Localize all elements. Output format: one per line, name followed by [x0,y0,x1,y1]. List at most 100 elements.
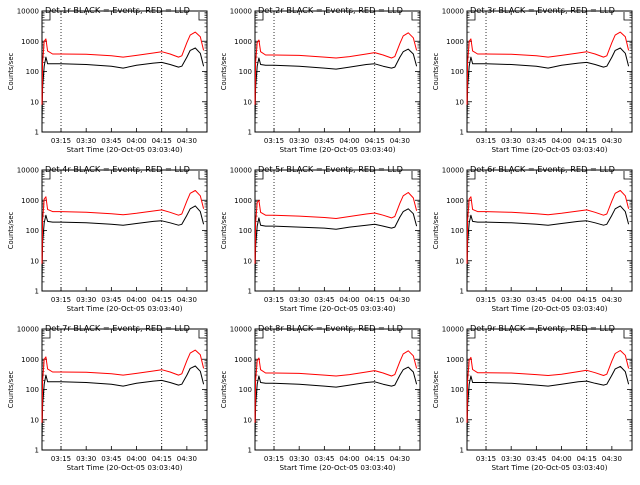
chart-title: Det 3r BLACK = Events, RED = LLD [470,5,615,15]
y-tick-label: 1 [248,129,252,137]
series-line-events [254,208,418,282]
plot-frame [254,10,421,133]
series-line-lld [254,32,418,105]
y-tick-label: 1 [460,129,464,137]
y-tick-label: 1000 [234,356,252,364]
plot-frame [254,328,421,451]
y-tick-label: 10000 [442,326,464,334]
corner-mark-left [43,12,51,21]
y-tick-label: 1 [248,447,252,455]
y-tick-label: 1000 [446,197,464,205]
y-tick-label: 10000 [17,167,39,175]
chart-title: Det 4r BLACK = Events, RED = LLD [45,164,190,174]
x-tick-label: 04:00 [126,455,146,463]
x-tick-label: 03:30 [289,137,309,145]
x-tick-label: 04:00 [126,296,146,304]
x-tick-label: 04:00 [126,137,146,145]
x-tick-label: 04:00 [339,455,359,463]
chart-title: Det 9r BLACK = Events, RED = LLD [470,323,615,333]
plot-frame [466,328,633,451]
x-tick-label: 03:30 [501,137,521,145]
y-tick-label: 1 [460,288,464,296]
chart-panel-3: Det 3r BLACK = Events, RED = LLD 1 10 100 10… [432,5,633,154]
y-tick-label: 100 [451,68,464,76]
x-tick-label: 04:15 [152,296,172,304]
y-tick-label: 1000 [21,38,39,46]
corner-mark-right [198,330,206,339]
chart-panel-1: Det 1r BLACK = Events, RED = LLD 1 10 100 10… [7,5,208,154]
x-tick-label: 03:15 [51,455,71,463]
y-tick-label: 10 [243,416,252,424]
y-tick-label: 1 [35,129,39,137]
y-tick-label: 10 [30,416,39,424]
x-tick-label: 03:45 [314,137,334,145]
y-tick-label: 1000 [446,356,464,364]
corner-mark-right [623,330,631,339]
x-tick-label: 03:30 [76,455,96,463]
series-line-lld [466,31,630,105]
x-axis-label: Start Time (20-Oct-05 03:03:40) [67,145,183,154]
corner-mark-left [256,330,264,339]
chart-title: Det 7r BLACK = Events, RED = LLD [45,323,190,333]
x-tick-label: 03:30 [501,455,521,463]
y-axis-label: Counts/sec [7,53,15,91]
chart-title: Det 6r BLACK = Events, RED = LLD [470,164,615,174]
series-line-lld [254,350,418,423]
x-tick-label: 03:15 [264,137,284,145]
x-axis-label: Start Time (20-Oct-05 03:03:40) [492,145,608,154]
y-tick-label: 1000 [446,38,464,46]
x-tick-label: 03:30 [289,455,309,463]
x-tick-label: 04:30 [390,137,410,145]
x-tick-label: 03:15 [476,137,496,145]
corner-mark-right [411,330,419,339]
x-tick-label: 04:30 [602,455,622,463]
plot-frame [466,10,633,133]
plot-frame [41,10,208,133]
x-tick-label: 03:45 [101,137,121,145]
series-line-events [254,366,418,441]
x-tick-label: 03:45 [526,137,546,145]
y-tick-label: 10000 [17,8,39,16]
x-tick-label: 03:15 [264,455,284,463]
x-tick-label: 03:15 [51,296,71,304]
corner-mark-right [411,12,419,21]
x-tick-label: 03:30 [501,296,521,304]
y-tick-label: 10 [455,257,464,265]
y-tick-label: 10000 [17,326,39,334]
y-tick-label: 10000 [442,8,464,16]
corner-mark-left [43,171,51,180]
chart-panel-5: Det 5r BLACK = Events, RED = LLD 1 10 100 10… [220,164,421,313]
series-line-lld [41,349,205,423]
x-tick-label: 04:30 [390,455,410,463]
corner-mark-left [468,330,476,339]
y-axis-label: Counts/sec [7,212,15,250]
y-tick-label: 10 [243,257,252,265]
y-tick-label: 10 [455,416,464,424]
x-tick-label: 03:30 [76,137,96,145]
chart-title: Det 5r BLACK = Events, RED = LLD [258,164,403,174]
x-tick-label: 03:45 [314,455,334,463]
y-tick-label: 1 [35,288,39,296]
chart-panel-2: Det 2r BLACK = Events, RED = LLD 1 10 100 10… [220,5,421,154]
x-tick-label: 03:15 [476,296,496,304]
chart-title: Det 2r BLACK = Events, RED = LLD [258,5,403,15]
x-axis-label: Start Time (20-Oct-05 03:03:40) [280,304,396,313]
x-axis-label: Start Time (20-Oct-05 03:03:40) [67,463,183,472]
y-tick-label: 10000 [442,167,464,175]
x-tick-label: 04:30 [602,137,622,145]
y-axis-label: Counts/sec [220,53,228,91]
x-axis-label: Start Time (20-Oct-05 03:03:40) [492,304,608,313]
x-axis-label: Start Time (20-Oct-05 03:03:40) [280,145,396,154]
corner-mark-right [198,171,206,180]
plot-frame [41,328,208,451]
corner-mark-left [256,171,264,180]
series-line-lld [466,350,630,423]
corner-mark-left [43,330,51,339]
y-tick-label: 10 [30,98,39,106]
x-tick-label: 04:15 [577,137,597,145]
plot-frame [466,169,633,292]
x-tick-label: 03:45 [526,455,546,463]
y-tick-label: 1000 [21,197,39,205]
plot-frame [41,169,208,292]
